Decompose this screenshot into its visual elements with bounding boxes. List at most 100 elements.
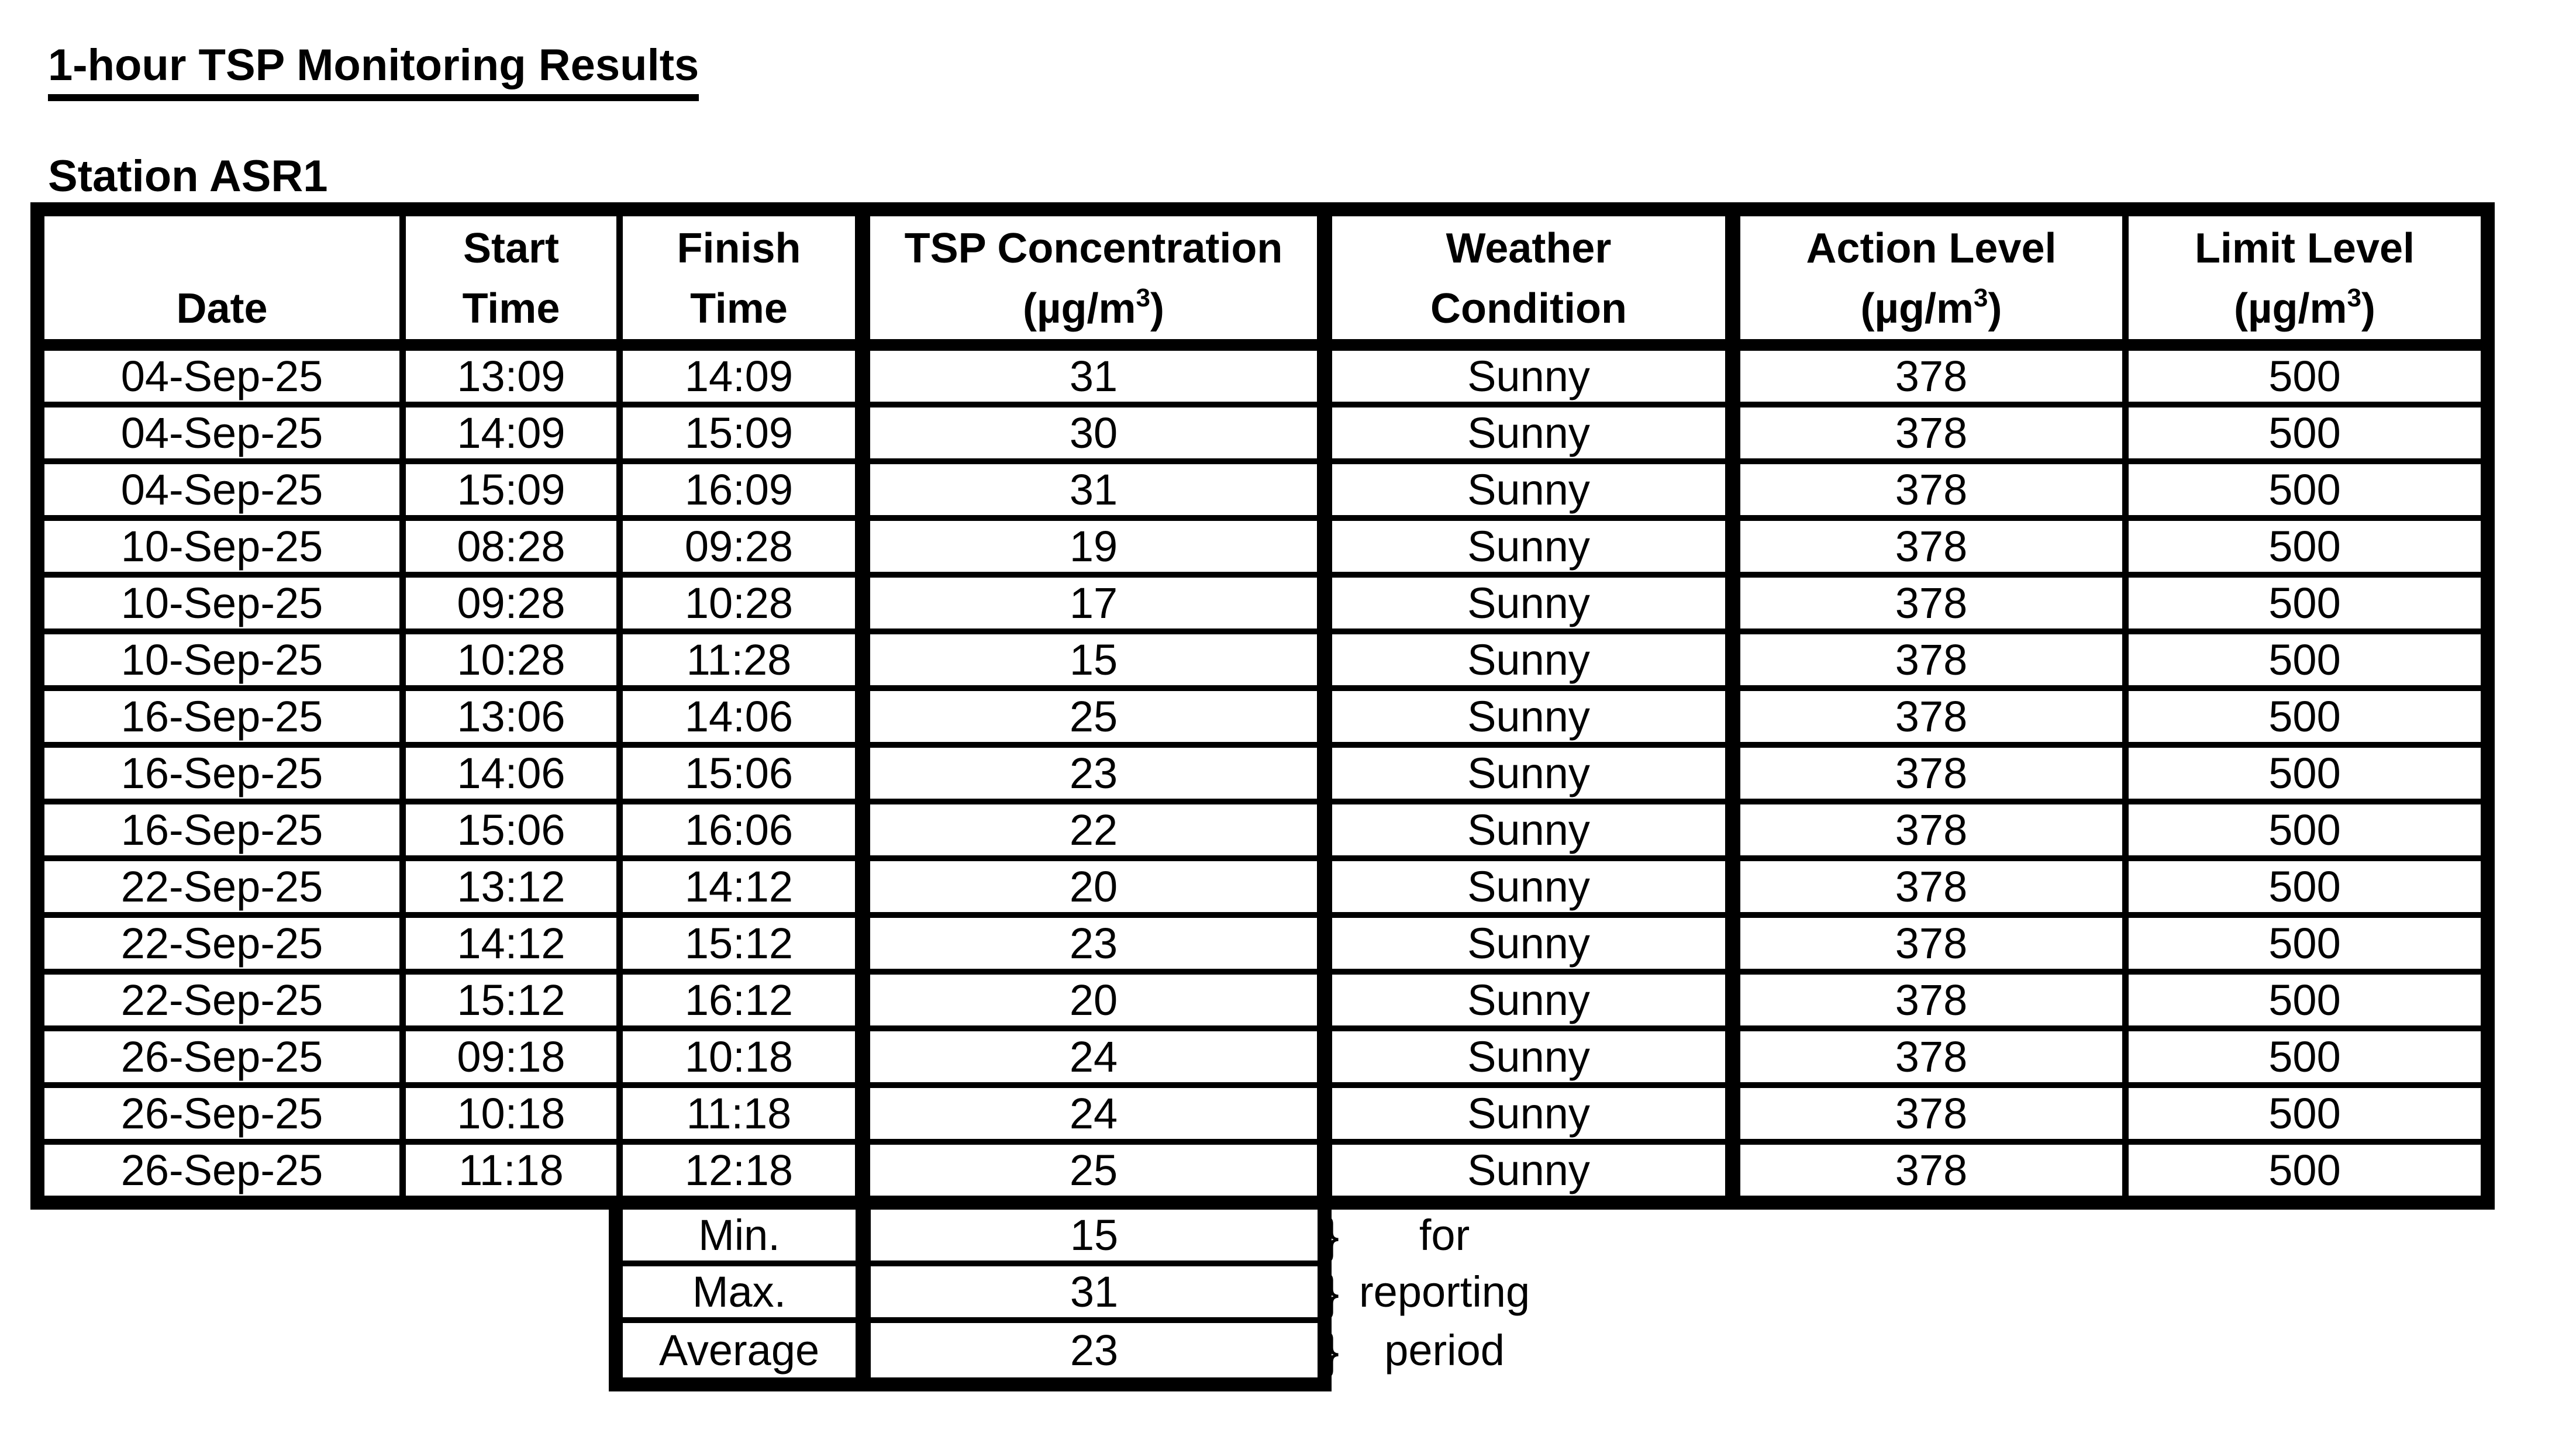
cell-date: 04-Sep-25 bbox=[44, 351, 406, 407]
brace-glyph: } bbox=[1323, 1322, 1340, 1378]
unit-superscript: 3 bbox=[1974, 283, 1988, 312]
header-line2: Time bbox=[462, 285, 560, 332]
cell-weather: Sunny bbox=[1332, 975, 1740, 1031]
cell-start: 15:06 bbox=[406, 804, 623, 861]
cell-limit: 500 bbox=[2129, 748, 2481, 804]
column-header-limit: Limit Level (µg/m3) bbox=[2129, 216, 2481, 351]
summary-table: Min. 15 Max. 31 Average 23 bbox=[609, 1196, 1332, 1391]
cell-date: 26-Sep-25 bbox=[44, 1145, 406, 1196]
cell-action: 378 bbox=[1740, 634, 2129, 691]
cell-finish: 14:06 bbox=[623, 691, 870, 748]
cell-action: 378 bbox=[1740, 351, 2129, 407]
cell-tsp: 22 bbox=[870, 804, 1332, 861]
cell-action: 378 bbox=[1740, 748, 2129, 804]
summary-note-word: period bbox=[1384, 1326, 1505, 1375]
cell-limit: 500 bbox=[2129, 804, 2481, 861]
cell-limit: 500 bbox=[2129, 1031, 2481, 1088]
cell-tsp: 20 bbox=[870, 975, 1332, 1031]
header-line2: Time bbox=[690, 285, 788, 332]
cell-start: 09:18 bbox=[406, 1031, 623, 1088]
cell-finish: 15:09 bbox=[623, 407, 870, 464]
unit-close: ) bbox=[2361, 285, 2375, 332]
cell-weather: Sunny bbox=[1332, 578, 1740, 634]
cell-date: 10-Sep-25 bbox=[44, 634, 406, 691]
cell-start: 13:09 bbox=[406, 351, 623, 407]
cell-limit: 500 bbox=[2129, 351, 2481, 407]
cell-limit: 500 bbox=[2129, 464, 2481, 521]
cell-tsp: 17 bbox=[870, 578, 1332, 634]
cell-action: 378 bbox=[1740, 1088, 2129, 1145]
cell-tsp: 23 bbox=[870, 918, 1332, 975]
cell-action: 378 bbox=[1740, 1145, 2129, 1196]
cell-action: 378 bbox=[1740, 804, 2129, 861]
cell-action: 378 bbox=[1740, 975, 2129, 1031]
brace-glyph: } bbox=[1323, 1207, 1340, 1263]
cell-tsp: 31 bbox=[870, 351, 1332, 407]
cell-weather: Sunny bbox=[1332, 918, 1740, 975]
cell-weather: Sunny bbox=[1332, 1145, 1740, 1196]
cell-date: 16-Sep-25 bbox=[44, 691, 406, 748]
cell-start: 08:28 bbox=[406, 521, 623, 578]
cell-finish: 11:28 bbox=[623, 634, 870, 691]
header-line1: Start bbox=[463, 225, 560, 272]
header-line2: Date bbox=[176, 285, 268, 332]
summary-note-line: } reporting bbox=[1323, 1266, 1550, 1317]
cell-finish: 10:18 bbox=[623, 1031, 870, 1088]
cell-finish: 15:06 bbox=[623, 748, 870, 804]
cell-action: 378 bbox=[1740, 691, 2129, 748]
cell-weather: Sunny bbox=[1332, 691, 1740, 748]
cell-finish: 16:09 bbox=[623, 464, 870, 521]
summary-value: 31 bbox=[871, 1266, 1318, 1323]
cell-tsp: 15 bbox=[870, 634, 1332, 691]
cell-date: 16-Sep-25 bbox=[44, 748, 406, 804]
cell-finish: 11:18 bbox=[623, 1088, 870, 1145]
cell-weather: Sunny bbox=[1332, 521, 1740, 578]
summary-label: Max. bbox=[623, 1266, 871, 1323]
cell-limit: 500 bbox=[2129, 578, 2481, 634]
cell-finish: 10:28 bbox=[623, 578, 870, 634]
cell-action: 378 bbox=[1740, 1031, 2129, 1088]
header-line2: (µg/m3) bbox=[1023, 284, 1164, 332]
cell-weather: Sunny bbox=[1332, 634, 1740, 691]
cell-weather: Sunny bbox=[1332, 861, 1740, 918]
cell-action: 378 bbox=[1740, 861, 2129, 918]
brace-glyph: } bbox=[1323, 1264, 1340, 1320]
cell-action: 378 bbox=[1740, 521, 2129, 578]
unit-open: (µg/m bbox=[1023, 285, 1136, 332]
cell-finish: 14:09 bbox=[623, 351, 870, 407]
cell-start: 14:06 bbox=[406, 748, 623, 804]
cell-start: 15:12 bbox=[406, 975, 623, 1031]
cell-finish: 16:06 bbox=[623, 804, 870, 861]
column-header-date: Date bbox=[44, 216, 406, 351]
unit-close: ) bbox=[1150, 285, 1164, 332]
cell-weather: Sunny bbox=[1332, 1088, 1740, 1145]
cell-start: 10:18 bbox=[406, 1088, 623, 1145]
cell-date: 16-Sep-25 bbox=[44, 804, 406, 861]
column-header-finish: Finish Time bbox=[623, 216, 870, 351]
summary-value: 15 bbox=[871, 1210, 1318, 1266]
cell-date: 04-Sep-25 bbox=[44, 407, 406, 464]
cell-weather: Sunny bbox=[1332, 351, 1740, 407]
column-header-weather: Weather Condition bbox=[1332, 216, 1740, 351]
summary-note-line: } period bbox=[1323, 1323, 1550, 1377]
cell-limit: 500 bbox=[2268, 1146, 2341, 1194]
monitoring-table: Date Start Time Finish Time TSP Concentration… bbox=[30, 202, 2495, 1210]
cell-weather: Sunny bbox=[1332, 464, 1740, 521]
cell-finish: 09:28 bbox=[623, 521, 870, 578]
summary-note-word: reporting bbox=[1359, 1268, 1530, 1316]
cell-finish: 14:12 bbox=[623, 861, 870, 918]
header-line1 bbox=[216, 226, 227, 272]
cell-weather: Sunny bbox=[1332, 804, 1740, 861]
cell-action: 378 bbox=[1740, 918, 2129, 975]
cell-date: 22-Sep-25 bbox=[44, 918, 406, 975]
cell-start: 14:09 bbox=[406, 407, 623, 464]
cell-limit: 500 bbox=[2129, 975, 2481, 1031]
header-line2: (µg/m3) bbox=[1860, 283, 2002, 332]
summary-note-line: } for bbox=[1323, 1210, 1550, 1260]
summary-value: 23 bbox=[1070, 1326, 1119, 1375]
cell-limit: 500 bbox=[2129, 861, 2481, 918]
unit-open: (µg/m bbox=[1860, 285, 1974, 332]
cell-date: 26-Sep-25 bbox=[44, 1088, 406, 1145]
header-line1: Finish bbox=[677, 225, 801, 272]
summary-note-word: for bbox=[1419, 1211, 1470, 1259]
